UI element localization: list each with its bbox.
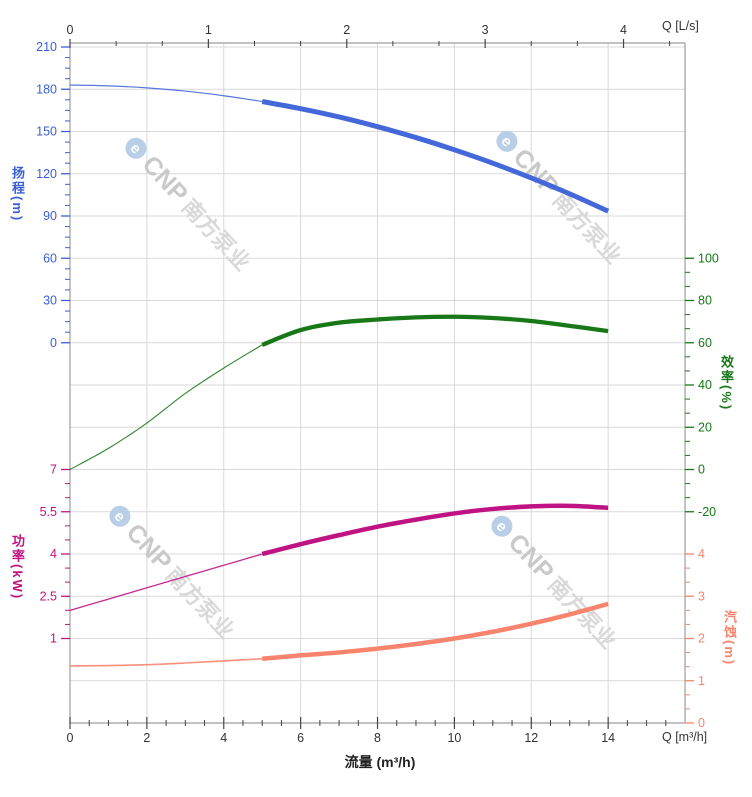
tick-label: 180 xyxy=(36,82,57,96)
tick-label: 10 xyxy=(447,731,461,745)
tick-label: 2 xyxy=(343,23,350,37)
cnp-logo-icon xyxy=(496,130,518,152)
tick-label: 2 xyxy=(143,731,150,745)
bottom-axis-unit-label: Q [m³/h] xyxy=(662,730,708,744)
curve-efficiency-thin xyxy=(69,344,263,470)
watermark-cnp: CNP xyxy=(503,528,559,586)
efficiency-axis-title: 效率(%) xyxy=(719,355,734,412)
gridlines xyxy=(70,43,686,723)
tick-label: 60 xyxy=(698,336,712,350)
tick-label: 150 xyxy=(36,125,57,139)
tick-label: 20 xyxy=(698,420,712,434)
curve-efficiency-thick xyxy=(261,314,609,347)
tick-label: 210 xyxy=(36,40,57,54)
tick-label: 8 xyxy=(374,731,381,745)
curve-power-thick xyxy=(261,503,609,557)
tick-label: 7 xyxy=(50,463,57,477)
tick-label: 30 xyxy=(43,294,57,308)
tick-label: 0 xyxy=(67,731,74,745)
tick-label: 0 xyxy=(67,23,74,37)
tick-label: 1 xyxy=(205,23,212,37)
tick-label: 80 xyxy=(698,294,712,308)
tick-label: 1 xyxy=(50,632,57,646)
flow-axis-title: 流量 (m³/h) xyxy=(344,754,416,770)
watermark-cnp: CNP xyxy=(137,150,193,208)
tick-label: 0 xyxy=(698,463,705,477)
curve-head-thin xyxy=(69,84,263,103)
watermark-text: 南方泵业 xyxy=(177,194,255,275)
tick-label: 6 xyxy=(297,731,304,745)
power-axis-title: 功率(kW) xyxy=(10,534,25,601)
tick-label: 4 xyxy=(620,23,627,37)
tick-label: 3 xyxy=(482,23,489,37)
cnp-logo-icon xyxy=(491,515,513,537)
tick-label: 2 xyxy=(698,632,705,646)
y-axis-npsh: 4 3 2 1 0 xyxy=(685,547,705,730)
x-axis-top: 0 1 2 3 4 xyxy=(67,23,671,48)
tick-label: 0 xyxy=(698,716,705,730)
tick-label: 5.5 xyxy=(40,505,57,519)
curve-power-thin xyxy=(69,553,263,611)
cnp-logo-icon xyxy=(109,505,131,527)
curve-head-thick xyxy=(261,99,610,214)
tick-label: 4 xyxy=(50,547,57,561)
tick-label: 2.5 xyxy=(40,589,57,603)
y-axis-power: 7 5.5 4 2.5 1 xyxy=(40,463,70,646)
curves xyxy=(69,84,610,667)
tick-label: 100 xyxy=(698,251,719,265)
head-axis-title: 扬程(m) xyxy=(10,166,25,223)
tick-label: 1 xyxy=(698,674,705,688)
cnp-logo-icon xyxy=(125,137,147,159)
tick-label: 40 xyxy=(698,378,712,392)
watermark-cnp: CNP xyxy=(121,518,177,576)
npsh-axis-title: 汽蚀(m) xyxy=(722,610,737,667)
y-axis-head: 210 180 150 120 90 60 30 0 xyxy=(36,40,70,350)
tick-label: 12 xyxy=(524,731,538,745)
tick-label: 90 xyxy=(43,209,57,223)
tick-label: 60 xyxy=(43,251,57,265)
top-axis-unit-label: Q [L/s] xyxy=(662,19,699,33)
x-axis-bottom: 0 2 4 6 8 10 12 14 xyxy=(67,717,667,745)
tick-label: 4 xyxy=(698,547,705,561)
tick-label: -20 xyxy=(698,505,716,519)
tick-label: 14 xyxy=(601,731,615,745)
y-axis-efficiency: 100 80 60 40 20 0 -20 xyxy=(685,251,719,519)
tick-label: 4 xyxy=(220,731,227,745)
watermark-text: 南方泵业 xyxy=(161,562,239,643)
curve-npsh-thin xyxy=(69,657,263,667)
tick-label: 0 xyxy=(50,336,57,350)
curve-npsh-thick xyxy=(262,601,609,662)
tick-label: 120 xyxy=(36,167,57,181)
tick-label: 3 xyxy=(698,589,705,603)
